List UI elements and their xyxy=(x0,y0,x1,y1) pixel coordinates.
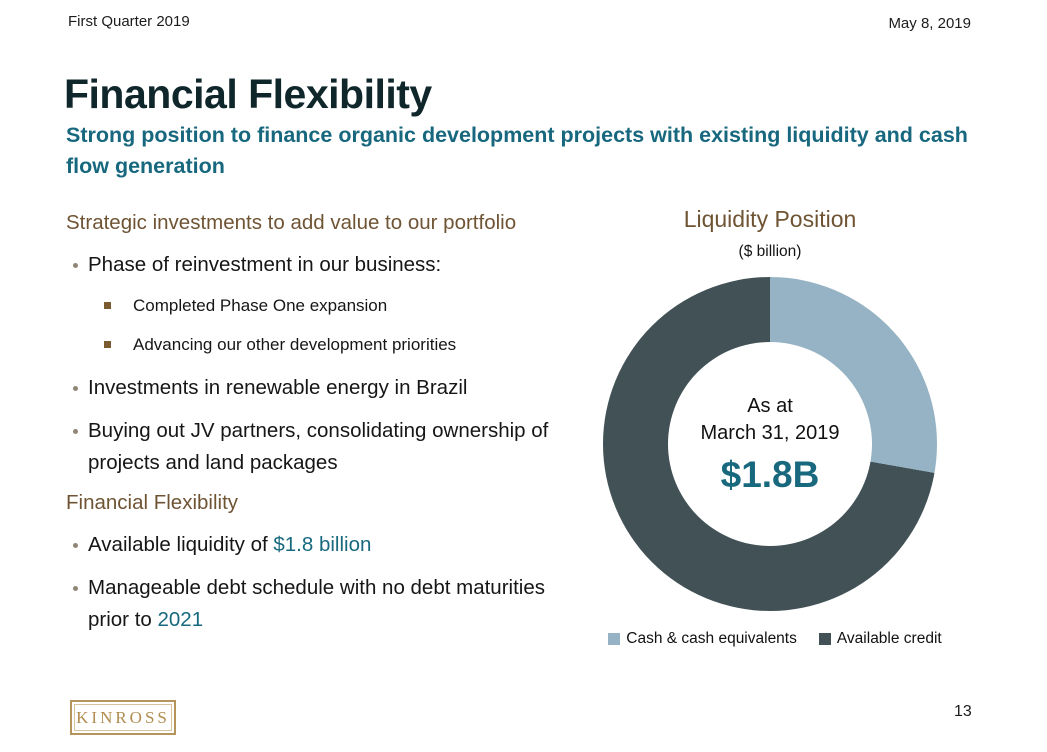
bullet-text: Available liquidity of $1.8 billion xyxy=(88,529,371,561)
chart-units-label: ($ billion) xyxy=(738,243,802,260)
kinross-logo: KINROSS xyxy=(70,700,176,735)
list-item: Completed Phase One expansion xyxy=(66,292,626,320)
presentation-name: First Quarter 2019 xyxy=(68,13,190,30)
legend-swatch-cash-icon xyxy=(608,633,621,645)
sub-bullet-text: Advancing our other development prioriti… xyxy=(133,335,457,354)
date-label: March 31, 2019 xyxy=(700,421,840,444)
bullet-text-prefix: Available liquidity of xyxy=(88,533,274,556)
as-at-label: As at xyxy=(747,394,793,417)
bullet-square-icon xyxy=(104,302,111,309)
sub-bullet-list: Completed Phase One expansion Advancing … xyxy=(66,292,626,359)
legend-label: Cash & cash equivalents xyxy=(626,630,797,647)
bullet-highlight: 2021 xyxy=(157,608,204,631)
page-number: 13 xyxy=(954,703,972,720)
bullet-list: Available liquidity of $1.8 billion Mana… xyxy=(66,529,626,636)
presentation-date: May 8, 2019 xyxy=(888,15,971,32)
donut-chart: As at March 31, 2019 $1.8B xyxy=(603,277,937,611)
legend-swatch-credit-icon xyxy=(818,633,831,645)
list-item: Buying out JV partners, consolidating ow… xyxy=(66,415,626,479)
text-column: Strategic investments to add value to ou… xyxy=(66,211,626,647)
list-item: Available liquidity of $1.8 billion xyxy=(66,529,626,561)
bullet-dot-icon xyxy=(73,586,78,591)
bullet-square-icon xyxy=(104,341,111,348)
slide-subtitle: Strong position to finance organic devel… xyxy=(66,123,968,178)
legend-label: Available credit xyxy=(836,630,942,647)
sub-bullet-text: Completed Phase One expansion xyxy=(133,296,388,315)
bullet-text: Phase of reinvestment in our business: xyxy=(88,253,442,276)
bullet-text-prefix: Manageable debt schedule with no debt ma… xyxy=(88,576,545,631)
list-item: Manageable debt schedule with no debt ma… xyxy=(66,572,626,636)
legend-item-credit: Available credit xyxy=(818,630,942,648)
list-item: Phase of reinvestment in our business: xyxy=(66,249,626,281)
bullet-dot-icon xyxy=(73,429,78,434)
section-heading-strategic: Strategic investments to add value to ou… xyxy=(66,211,517,234)
list-item: Advancing our other development prioriti… xyxy=(66,331,626,359)
bullet-text: Manageable debt schedule with no debt ma… xyxy=(88,572,568,636)
bullet-dot-icon xyxy=(73,543,78,548)
bullet-text: Investments in renewable energy in Brazi… xyxy=(88,376,468,399)
donut-center-label: As at March 31, 2019 $1.8B xyxy=(668,342,872,546)
total-liquidity-value: $1.8B xyxy=(720,453,820,495)
bullet-text: Buying out JV partners, consolidating ow… xyxy=(88,419,549,474)
chart-title: Liquidity Position xyxy=(683,206,857,232)
list-item: Investments in renewable energy in Brazi… xyxy=(66,372,626,404)
bullet-highlight: $1.8 billion xyxy=(273,533,372,556)
chart-legend: Cash & cash equivalents Available credit xyxy=(575,630,975,648)
section-heading-financial-flexibility: Financial Flexibility xyxy=(66,491,239,514)
bullet-list: Phase of reinvestment in our business: xyxy=(66,249,626,281)
bullet-list: Investments in renewable energy in Brazi… xyxy=(66,372,626,479)
bullet-dot-icon xyxy=(73,263,78,268)
legend-item-cash: Cash & cash equivalents xyxy=(608,630,797,648)
bullet-dot-icon xyxy=(73,386,78,391)
page-title: Financial Flexibility xyxy=(64,71,432,118)
